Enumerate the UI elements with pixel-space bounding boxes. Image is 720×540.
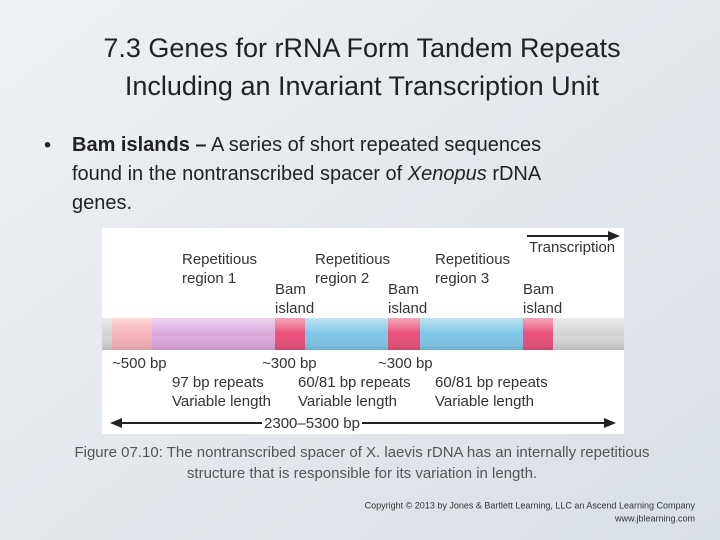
bullet-line: found in the nontranscribed spacer of Xe… [72, 163, 542, 185]
bam-label: Bam [523, 281, 554, 298]
bullet-run: Bam islands – [72, 134, 207, 156]
region-label: Repetitious [435, 251, 510, 268]
bullet-dot: • [44, 134, 51, 156]
bullet-run: genes. [72, 192, 132, 214]
label-bg [262, 413, 362, 433]
bar-shade [102, 318, 624, 350]
region-label: region 2 [315, 270, 369, 287]
repeat-label: Variable length [172, 393, 271, 410]
repeat-label: Variable length [435, 393, 534, 410]
region-label: region 1 [182, 270, 236, 287]
figure [102, 228, 624, 434]
arrowhead [608, 231, 620, 241]
total-length-label: 2300–5300 bp [264, 415, 360, 432]
bam-label: island [388, 300, 427, 317]
region-label: region 3 [435, 270, 489, 287]
length-label: ~300 bp [378, 355, 433, 372]
bullet-run: Xenopus [407, 163, 487, 185]
region-label: Repetitious [182, 251, 257, 268]
repeat-label: Variable length [298, 393, 397, 410]
length-label: ~500 bp [112, 355, 167, 372]
region-label: Repetitious [315, 251, 390, 268]
bam-label: Bam [388, 281, 419, 298]
repeat-label: 60/81 bp repeats [435, 374, 548, 391]
repeat-label: 60/81 bp repeats [298, 374, 411, 391]
caption-line: Figure 07.10: The nontranscribed spacer … [74, 444, 649, 461]
bullet-run: A series of short repeated sequences [211, 134, 541, 156]
repeat-label: 97 bp repeats [172, 374, 264, 391]
transcription-label: Transcription [529, 239, 615, 256]
copyright: Copyright © 2013 by Jones & Bartlett Lea… [365, 500, 696, 510]
length-label: ~300 bp [262, 355, 317, 372]
title-line: 7.3 Genes for rRNA Form Tandem Repeats [103, 33, 620, 63]
bullet-run: rDNA [492, 163, 542, 185]
bam-label: island [275, 300, 314, 317]
copyright: www.jblearning.com [614, 513, 695, 523]
bam-label: island [523, 300, 562, 317]
bullet-run: found in the nontranscribed spacer of [72, 163, 403, 185]
caption-line: structure that is responsible for its va… [187, 465, 537, 482]
bullet-line: genes. [72, 192, 132, 214]
bullet-line: Bam islands – A series of short repeated… [72, 134, 541, 156]
bam-label: Bam [275, 281, 306, 298]
title-line: Including an Invariant Transcription Uni… [125, 71, 600, 101]
